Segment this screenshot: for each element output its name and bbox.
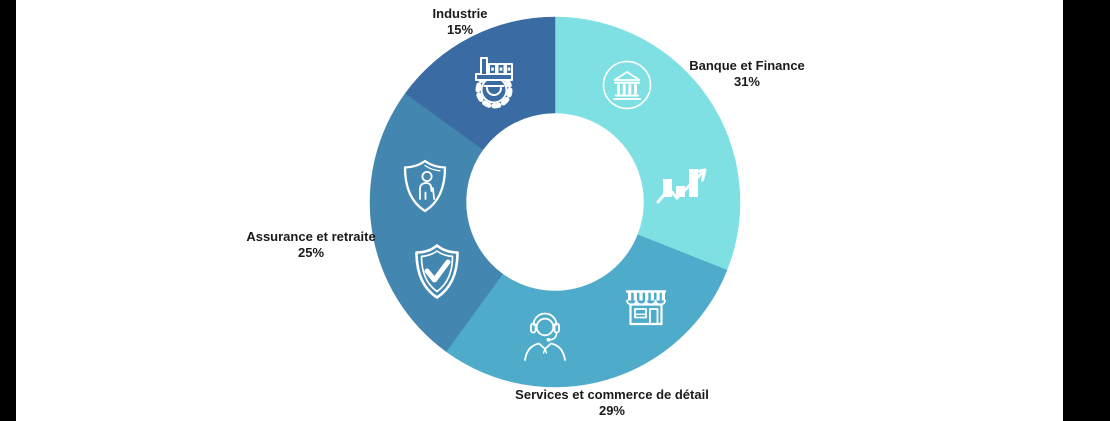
slice-label-name: Assurance et retraite — [246, 229, 376, 244]
slice-label-name: Banque et Finance — [689, 58, 805, 73]
letterbox-left — [0, 0, 16, 421]
shield-check-icon — [411, 243, 463, 300]
slice-label-services-et-commerce: Services et commerce de détail 29% — [515, 387, 709, 418]
slice-label-pct: 29% — [598, 402, 626, 418]
slice-label-pct: 15% — [446, 21, 474, 37]
slice-label-name: Services et commerce de détail — [515, 387, 709, 402]
donut-slice-2 — [369, 92, 504, 353]
letterbox-right — [1063, 0, 1110, 421]
bank-icon — [601, 59, 653, 111]
slice-label-name: Industrie — [432, 6, 488, 21]
slice-label-banque-et-finance: Banque et Finance 31% — [689, 58, 805, 89]
factory-gear-icon — [466, 50, 522, 112]
slice-label-assurance-et-retraite: Assurance et retraite 25% — [246, 229, 375, 260]
slice-label-industrie: Industrie 15% — [433, 6, 488, 37]
donut-slice-0 — [554, 16, 741, 271]
customer-support-icon — [518, 310, 572, 362]
storefront-icon — [621, 288, 671, 337]
shield-person-icon — [399, 158, 451, 214]
growth-chart-icon — [656, 160, 716, 212]
slice-label-pct: 31% — [733, 73, 761, 89]
slice-label-pct: 25% — [297, 244, 325, 260]
donut-slice-1 — [445, 234, 728, 388]
